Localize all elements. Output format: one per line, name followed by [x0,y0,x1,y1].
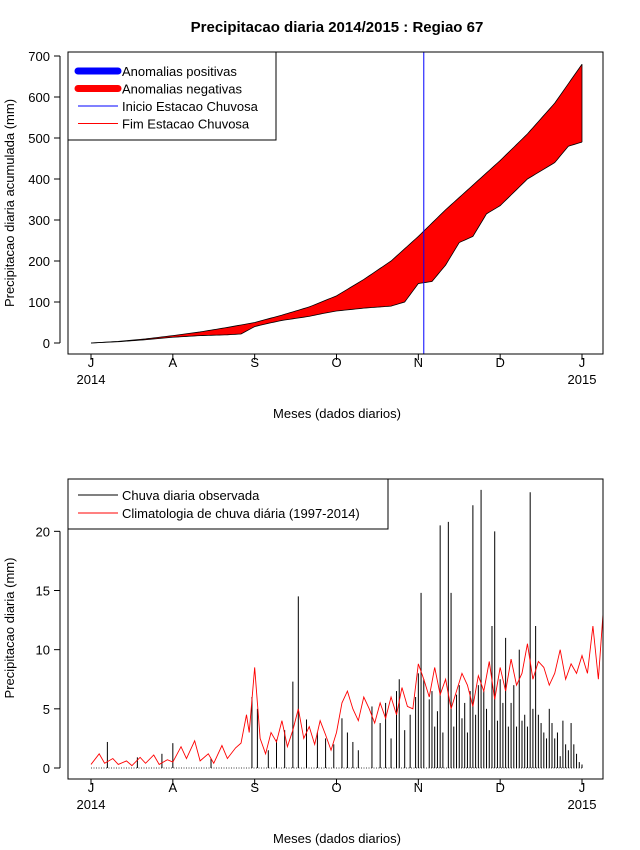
bottom-x-tick-label: S [250,780,259,795]
top-y-tick-label: 700 [28,49,50,64]
top-chart-y-label: Precipitacao diaria acumulada (mm) [2,99,17,307]
top-y-tick-label: 500 [28,131,50,146]
bottom-chart-x-label: Meses (dados diarios) [273,831,401,846]
top-year-label: 2015 [568,372,597,387]
bottom-x-tick-label: N [414,780,423,795]
bottom-chart-plot: 0 5 10 15 20 J A S O N D J 2014 2015 [36,489,604,812]
top-y-tick-label: 600 [28,90,50,105]
bottom-y-tick-label: 10 [36,643,50,658]
bottom-legend-box [67,478,389,530]
bottom-year-label: 2014 [77,797,106,812]
top-legend-label: Fim Estacao Chuvosa [122,117,250,132]
top-chart-legend: Anomalias positivas Anomalias negativas In… [67,51,277,141]
bottom-y-tick-label: 0 [43,761,50,776]
climatology-accumulated-line [90,63,583,344]
top-x-tick-label: N [414,355,423,370]
top-chart: Precipitacao diaria 2014/2015 : Regiao 6… [2,19,604,421]
top-legend-box [67,51,277,141]
top-y-tick-label: 100 [28,295,50,310]
top-year-label: 2014 [77,372,106,387]
bottom-x-tick-label: O [331,780,341,795]
bottom-x-tick-label: D [495,780,504,795]
top-y-tick-label: 200 [28,254,50,269]
bottom-x-tick-label: A [168,780,177,795]
top-x-tick-label: A [168,355,177,370]
top-y-tick-label: 0 [43,336,50,351]
top-x-tick-label: J [579,355,586,370]
top-y-tick-label: 300 [28,213,50,228]
top-chart-plot-border [67,51,604,355]
top-x-tick-label: S [250,355,259,370]
top-legend-label: Anomalias negativas [122,82,242,97]
top-legend-label: Inicio Estacao Chuvosa [122,99,259,114]
top-legend-label: Anomalias positivas [122,64,237,79]
bottom-x-tick-label: J [88,780,95,795]
climatology-daily-line [90,614,604,767]
top-chart-x-label: Meses (dados diarios) [273,406,401,421]
top-x-tick-label: O [331,355,341,370]
bottom-year-label: 2015 [568,797,597,812]
bottom-legend-label: Climatologia de chuva diária (1997-2014) [122,506,360,521]
bottom-chart-legend: Chuva diaria observada Climatologia de ch… [67,478,389,530]
top-y-tick-label: 400 [28,172,50,187]
bottom-chart: 0 5 10 15 20 J A S O N D J 2014 2015 Meses (dados dia… [2,478,604,846]
bottom-y-tick-label: 20 [36,524,50,539]
bottom-chart-y-label: Precipitacao diaria (mm) [2,558,17,699]
negative-anomaly-area [91,64,582,343]
top-x-tick-label: D [495,355,504,370]
observed-accumulated-line [90,141,583,344]
bottom-y-tick-label: 15 [36,584,50,599]
bottom-legend-label: Chuva diaria observada [122,488,260,503]
top-x-tick-label: J [88,355,95,370]
bottom-y-tick-label: 5 [43,702,50,717]
bottom-x-tick-label: J [579,780,586,795]
top-chart-title: Precipitacao diaria 2014/2015 : Regiao 6… [191,19,484,36]
